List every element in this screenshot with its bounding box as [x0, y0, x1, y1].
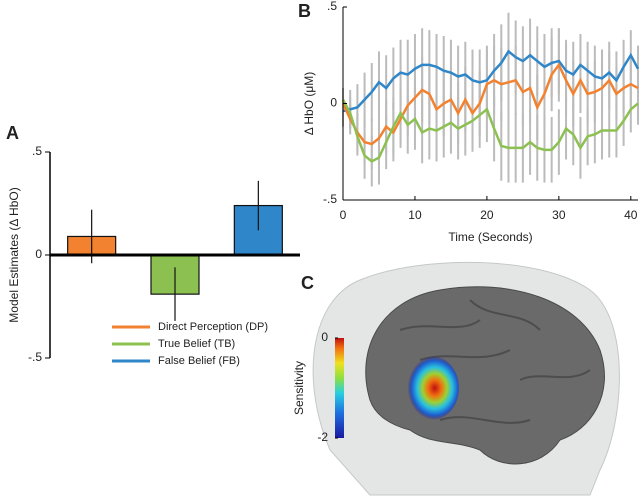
line: [341, 99, 639, 163]
x-tick-label: 0: [340, 208, 347, 222]
x-tick-label: 40: [624, 208, 638, 222]
y-tick-label: .5: [327, 0, 337, 13]
colorbar: [335, 338, 344, 438]
y-tick-label: -.5: [323, 192, 337, 206]
panel-label: B: [298, 1, 311, 21]
x-tick-label: 20: [480, 208, 494, 222]
x-axis-label: Time (Seconds): [448, 230, 532, 244]
gyri: [399, 299, 591, 424]
x-tick-label: 30: [552, 208, 566, 222]
panel-label: C: [301, 273, 314, 293]
y-axis-label: Model Estimates (Δ HbO): [7, 187, 21, 322]
y-axis-label: Δ HbO (μM): [302, 72, 316, 136]
y-tick-label: 0: [35, 247, 42, 261]
brain: [365, 286, 605, 465]
legend-label: True Belief (TB): [158, 338, 235, 350]
colorbar-label: Sensitivity: [292, 361, 306, 415]
legend-label: Direct Perception (DP): [158, 321, 268, 333]
panel-label: A: [6, 123, 19, 143]
x-tick-label: 10: [408, 208, 422, 222]
y-tick-label: .5: [32, 144, 42, 158]
colorbar-tick-label: 0: [321, 330, 328, 344]
legend-label: False Belief (FB): [158, 355, 240, 367]
line: [342, 49, 640, 113]
brain-illustration: [312, 261, 620, 496]
y-tick-label: -.5: [28, 350, 42, 364]
colorbar-tick-label: -2: [317, 430, 328, 444]
y-tick-label: 0: [330, 96, 337, 110]
sensitivity-blob: [405, 356, 459, 420]
